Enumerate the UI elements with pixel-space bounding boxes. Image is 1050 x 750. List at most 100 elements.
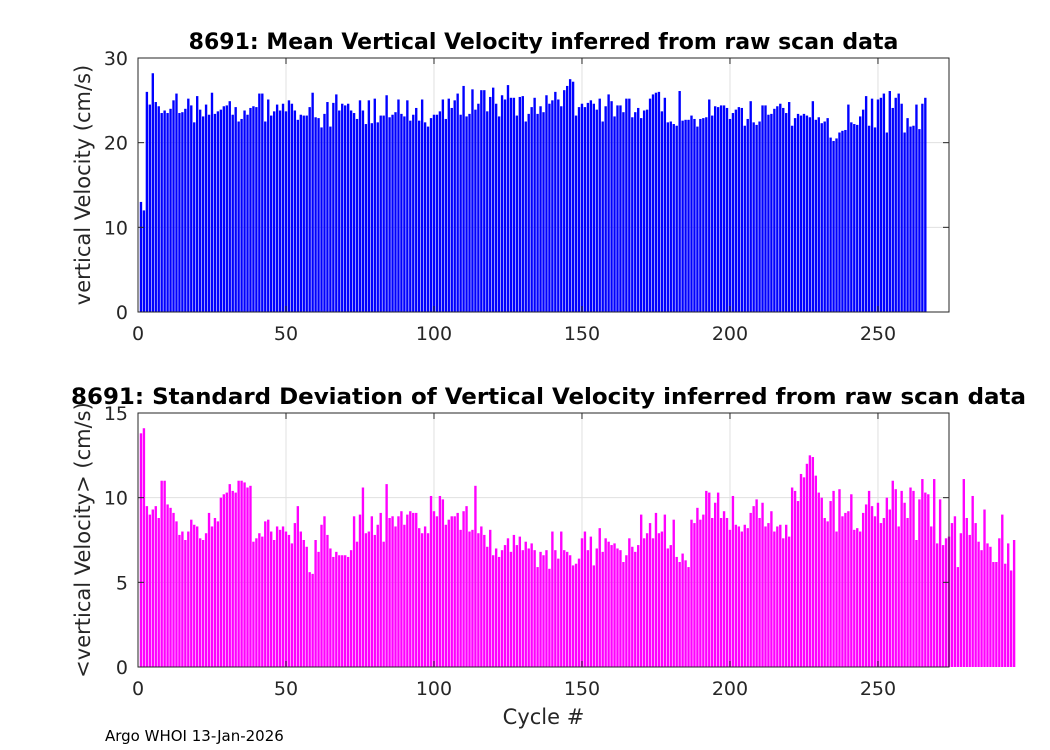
mean-velocity-bar [654, 92, 658, 313]
stddev-velocity-bar [341, 555, 344, 667]
stddev-velocity-bar [619, 550, 622, 667]
stddev-velocity-bar [613, 543, 616, 667]
stddev-velocity-bar [1012, 540, 1016, 667]
stddev-velocity-bar [687, 567, 690, 667]
mean-velocity-bar [308, 107, 311, 312]
stddev-velocity-bar [796, 501, 800, 667]
stddev-velocity-bar [672, 519, 675, 667]
stddev-velocity-bar [471, 529, 474, 667]
mean-velocity-bar [489, 96, 492, 312]
stddev-velocity-bar [145, 506, 149, 667]
stddev-velocity-bar [530, 543, 533, 667]
mean-velocity-bar [364, 124, 368, 312]
mean-velocity-bar [705, 117, 708, 313]
stddev-velocity-bar [844, 512, 847, 667]
mean-velocity-bar [805, 115, 809, 312]
stddev-velocity-bar [518, 536, 522, 667]
mean-velocity-bar [252, 106, 255, 312]
stddev-velocity-bar [746, 528, 749, 667]
stddev-velocity-bar [651, 538, 655, 667]
mean-velocity-bar [897, 93, 900, 312]
mean-velocity-bar [900, 103, 903, 312]
stddev-velocity-bar [941, 545, 945, 667]
stddev-velocity-bar [545, 550, 548, 667]
stddev-velocity-bar [900, 490, 903, 667]
mean-velocity-bar [234, 107, 237, 312]
mean-velocity-bar [850, 122, 853, 312]
mean-velocity-bar [441, 99, 445, 313]
mean-velocity-bar [770, 113, 773, 312]
stddev-velocity-bar [995, 562, 998, 667]
mean-velocity-bar [270, 115, 273, 312]
mean-velocity-bar [231, 114, 234, 312]
stddev-velocity-bar [299, 531, 302, 667]
stddev-velocity-bar [761, 502, 764, 667]
stddev-velocity-bar [743, 524, 746, 667]
stddev-velocity-bar [317, 551, 320, 667]
stddev-velocity-bar [296, 506, 300, 667]
mean-velocity-bar [734, 109, 738, 313]
stddev-velocity-bar [814, 475, 817, 667]
stddev-velocity-bar [480, 526, 483, 667]
stddev-velocity-bar [787, 536, 791, 667]
mean-velocity-bar [864, 96, 868, 312]
mean-velocity-bar [696, 126, 699, 312]
stddev-velocity-bar [607, 541, 610, 667]
mean-velocity-bar [284, 111, 288, 312]
stddev-velocity-bar [622, 562, 625, 667]
mean-velocity-bar [876, 99, 880, 313]
mean-velocity-bar [755, 124, 758, 312]
mean-velocity-bar [758, 121, 761, 312]
mean-velocity-bar [580, 103, 584, 312]
stddev-velocity-bar [278, 529, 282, 667]
mean-velocity-bar [293, 110, 297, 313]
mean-velocity-bar [749, 101, 752, 313]
mean-velocity-bar [844, 129, 847, 312]
stddev-velocity-bar [267, 519, 270, 667]
mean-velocity-bar [341, 103, 344, 312]
stddev-velocity-bar [557, 558, 560, 667]
stddev-velocity-bar [397, 516, 400, 667]
mean-velocity-bar [672, 124, 675, 312]
stddev-velocity-bar [847, 511, 850, 667]
mean-velocity-bar [560, 106, 563, 312]
stddev-velocity-bar [731, 495, 735, 667]
mean-velocity-bar [859, 116, 862, 312]
stddev-velocity-bar [642, 538, 646, 667]
mean-velocity-bar [563, 90, 566, 312]
stddev-velocity-bar [453, 516, 456, 667]
stddev-velocity-bar [169, 507, 172, 667]
stddev-velocity-bar [320, 524, 323, 667]
mean-velocity-bar [204, 104, 208, 312]
mean-velocity-bar [237, 121, 240, 312]
stddev-velocity-bar [811, 457, 815, 667]
stddev-velocity-bar [885, 497, 889, 667]
stddev-velocity-bar [992, 562, 995, 667]
stddev-velocity-bar [944, 538, 948, 667]
stddev-velocity-bar [207, 512, 211, 667]
stddev-velocity-bar [1001, 514, 1004, 667]
stddev-velocity-bar [418, 528, 421, 667]
mean-velocity-bar [486, 111, 489, 312]
stddev-velocity-title: 8691: Standard Deviation of Vertical Vel… [71, 385, 1026, 410]
mean-velocity-bar [669, 121, 672, 312]
mean-velocity-bar [921, 103, 924, 312]
stddev-velocity-bar [483, 534, 486, 667]
mean-velocity-bar [716, 107, 720, 312]
mean-velocity-bar [290, 103, 294, 312]
mean-velocity-bar [379, 115, 382, 312]
mean-velocity-bar [867, 125, 871, 312]
mean-velocity-bar [909, 126, 912, 312]
stddev-velocity-bar [261, 536, 264, 667]
mean-velocity-bar [299, 114, 302, 312]
mean-velocity-bar [196, 96, 199, 312]
stddev-velocity-bar [196, 526, 199, 667]
stddev-velocity-bar [213, 517, 217, 667]
mean-velocity-bar [743, 125, 746, 312]
stddev-velocity-bar [373, 534, 376, 667]
stddev-velocity-bar [281, 526, 285, 667]
stddev-velocity-bar [252, 541, 255, 667]
mean-velocity-bar [249, 107, 252, 312]
mean-velocity-bar [906, 118, 909, 312]
